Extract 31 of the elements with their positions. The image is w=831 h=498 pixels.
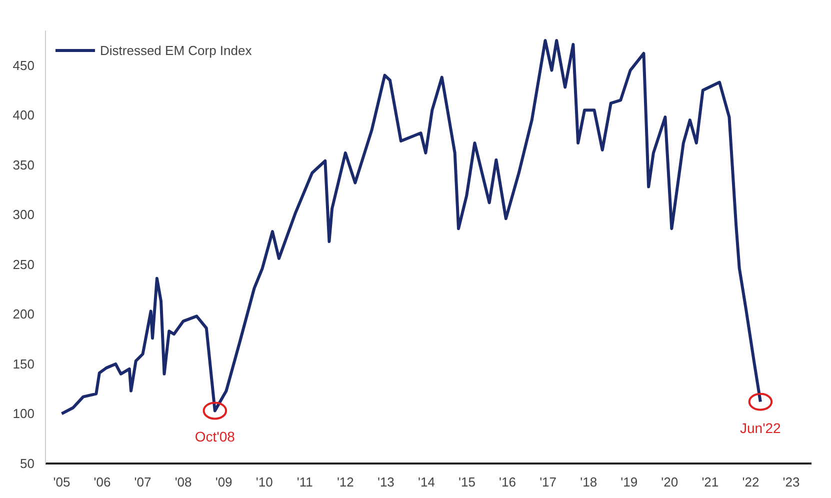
x-tick-label: '19 (620, 474, 638, 490)
y-tick-label: 450 (12, 58, 35, 73)
x-tick-label: '12 (336, 474, 354, 490)
x-tick-label: '21 (702, 474, 719, 490)
annotation: Oct'08 (194, 428, 236, 445)
x-tick-label: '20 (661, 474, 678, 490)
x-tick-label: '14 (418, 474, 435, 490)
y-tick-label: 300 (12, 207, 35, 222)
x-tick-label: '18 (580, 474, 598, 490)
x-tick-label: '05 (53, 474, 70, 490)
x-tick-label: '16 (499, 474, 516, 490)
y-tick-label: 250 (12, 256, 35, 272)
x-tick-label: '11 (296, 474, 313, 490)
x-tick-label: '08 (174, 474, 192, 490)
y-tick-label: 150 (12, 356, 35, 372)
y-tick-label: 400 (12, 108, 35, 123)
x-tick-label: '06 (94, 474, 111, 490)
x-tick-label: '22 (742, 474, 760, 490)
y-tick-label: 50 (20, 456, 35, 471)
x-tick-label: '15 (458, 474, 476, 490)
y-tick-label: 200 (12, 306, 35, 322)
legend-label: Distressed EM Corp Index (100, 42, 252, 58)
x-tick-label: '17 (540, 474, 557, 490)
x-tick-label: '23 (782, 474, 800, 490)
annotation: Jun'22 (740, 420, 782, 436)
x-tick-label: '13 (377, 474, 394, 490)
y-tick-label: 100 (12, 406, 35, 422)
y-tick-label: 350 (12, 157, 35, 172)
x-tick-label: '09 (215, 474, 232, 490)
x-tick-label: '07 (134, 474, 152, 490)
x-tick-label: '10 (256, 474, 273, 490)
